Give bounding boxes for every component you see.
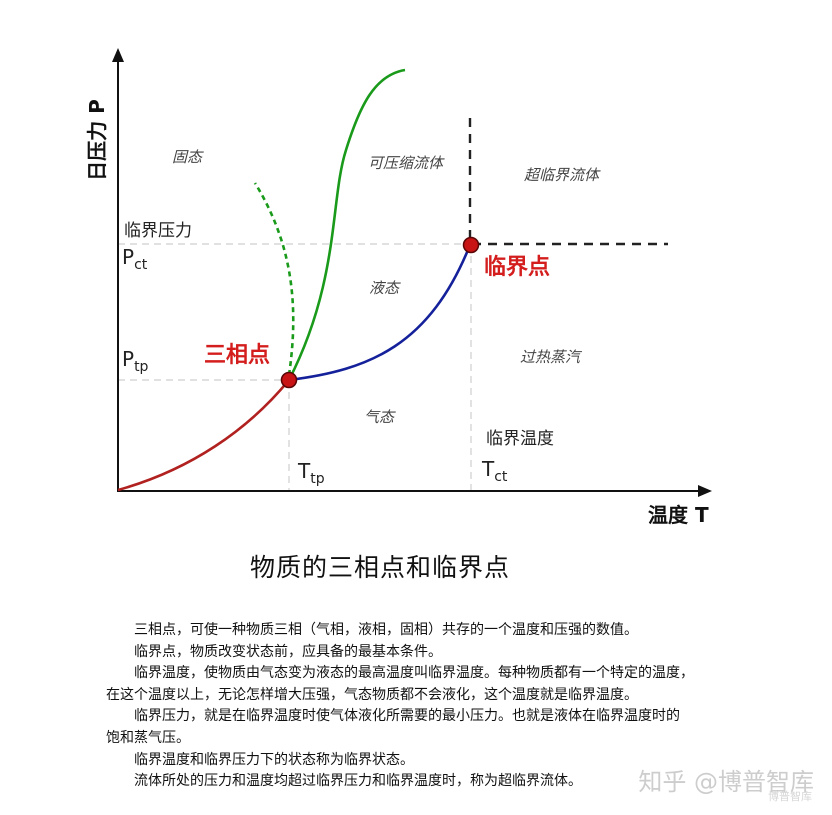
t-tp-tick: Ttp [297, 459, 325, 487]
region-liquid: 液态 [369, 279, 401, 297]
region-gas: 气态 [364, 408, 396, 426]
region-solid: 固态 [172, 148, 204, 166]
p-tp-main: P [122, 347, 134, 371]
critical-point-label: 临界点 [484, 254, 550, 280]
sublimation-curve [117, 379, 291, 492]
t-ct-main: T [481, 457, 495, 481]
p-ct-main: P [122, 245, 134, 269]
melting-curve [287, 68, 406, 381]
desc-line-8: 流体所处的压力和温度均超过临界压力和临界温度时，称为超临界流体。 [134, 773, 582, 790]
y-axis-label: 日压力 P [85, 99, 109, 181]
watermark-sub: 博普智库 [768, 790, 812, 803]
phase-diagram: 日压力 P 温度 T 固态 可压缩流体 超临界流体 液态 过热蒸汽 气态 临界压… [85, 48, 712, 527]
desc-line-5: 临界压力，就是在临界温度时使气体液化所需要的最小压力。也就是液体在临界温度时的 [134, 708, 680, 725]
desc-line-1: 三相点，可使一种物质三相（气相，液相，固相）共存的一个温度和压强的数值。 [134, 622, 638, 638]
desc-line-3: 临界温度，使物质由气态变为液态的最高温度叫临界温度。每种物质都有一个特定的温度， [134, 665, 694, 682]
anomalous-melting-curve [253, 182, 295, 376]
desc-line-7: 临界温度和临界压力下的状态称为临界状态。 [134, 751, 414, 768]
region-superheated: 过热蒸汽 [520, 348, 583, 366]
desc-line-2: 临界点，物质改变状态前，应具备的最基本条件。 [134, 643, 442, 660]
triple-point-marker [280, 371, 298, 389]
triple-point-label: 三相点 [204, 342, 270, 368]
critical-point-marker [462, 236, 480, 254]
caption-title: 物质的三相点和临界点 [249, 553, 510, 582]
t-ct-sub: ct [494, 469, 508, 485]
y-axis-arrow [112, 48, 124, 62]
x-axis-label: 温度 T [648, 503, 709, 527]
critical-temperature-label: 临界温度 [486, 429, 554, 449]
description-block: 三相点，可使一种物质三相（气相，液相，固相）共存的一个温度和压强的数值。 临界点… [106, 620, 726, 793]
p-tp-sub: tp [134, 359, 148, 375]
region-compressible-fluid: 可压缩流体 [368, 154, 445, 172]
region-supercritical: 超临界流体 [524, 166, 601, 184]
t-tp-sub: tp [310, 471, 324, 487]
x-axis-arrow [698, 485, 712, 497]
critical-pressure-label: 临界压力 [124, 221, 192, 241]
p-ct-sub: ct [134, 257, 148, 273]
t-ct-tick: Tct [481, 457, 508, 485]
desc-line-6: 饱和蒸气压。 [106, 729, 190, 746]
desc-line-4: 在这个温度以上，无论怎样增大压强，气态物质都不会液化，这个温度就是临界温度。 [106, 686, 638, 703]
t-tp-main: T [297, 459, 311, 483]
watermark: 知乎 @博普智库 [638, 768, 814, 796]
vaporization-curve [288, 244, 472, 382]
p-tp-tick: Ptp [122, 347, 149, 375]
p-ct-tick: Pct [122, 245, 148, 273]
